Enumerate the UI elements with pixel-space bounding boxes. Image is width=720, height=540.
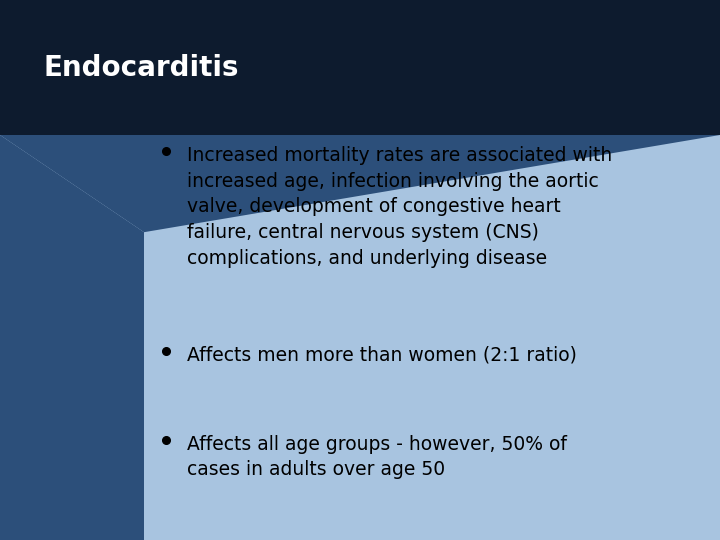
Text: Affects men more than women (2:1 ratio): Affects men more than women (2:1 ratio) [187,346,577,365]
Text: Affects all age groups - however, 50% of
cases in adults over age 50: Affects all age groups - however, 50% of… [187,435,567,480]
Text: Increased mortality rates are associated with
increased age, infection involving: Increased mortality rates are associated… [187,146,613,268]
Polygon shape [0,135,144,540]
Polygon shape [0,135,720,232]
Text: Endocarditis: Endocarditis [43,53,239,82]
Polygon shape [0,0,720,135]
